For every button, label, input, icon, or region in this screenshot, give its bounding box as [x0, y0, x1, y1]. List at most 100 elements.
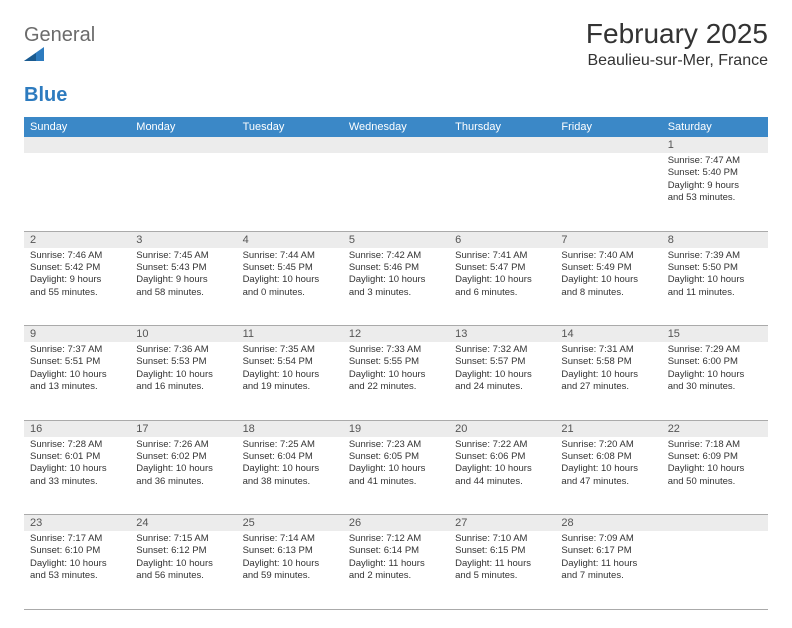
day-number: 13 [449, 326, 555, 343]
sunrise-text: Sunrise: 7:20 AM [561, 439, 655, 451]
day-number: 26 [343, 515, 449, 532]
sunset-text: Sunset: 6:08 PM [561, 451, 655, 463]
dl2-text: and 30 minutes. [668, 381, 762, 393]
day-number [237, 137, 343, 153]
dl1-text: Daylight: 10 hours [243, 558, 337, 570]
day-number [24, 137, 130, 153]
day-cell: Sunrise: 7:31 AMSunset: 5:58 PMDaylight:… [555, 342, 661, 420]
dl2-text: and 16 minutes. [136, 381, 230, 393]
triangle-icon [24, 47, 95, 61]
dl1-text: Daylight: 10 hours [349, 369, 443, 381]
sunrise-text: Sunrise: 7:26 AM [136, 439, 230, 451]
dl2-text: and 53 minutes. [668, 192, 762, 204]
sunset-text: Sunset: 6:04 PM [243, 451, 337, 463]
day-cell: Sunrise: 7:29 AMSunset: 6:00 PMDaylight:… [662, 342, 768, 420]
dl1-text: Daylight: 10 hours [561, 463, 655, 475]
dl2-text: and 22 minutes. [349, 381, 443, 393]
day-cell: Sunrise: 7:09 AMSunset: 6:17 PMDaylight:… [555, 531, 661, 609]
day-cell: Sunrise: 7:25 AMSunset: 6:04 PMDaylight:… [237, 437, 343, 515]
sunrise-text: Sunrise: 7:17 AM [30, 533, 124, 545]
dl2-text: and 38 minutes. [243, 476, 337, 488]
sunset-text: Sunset: 5:46 PM [349, 262, 443, 274]
dl2-text: and 2 minutes. [349, 570, 443, 582]
day-number-row: 2345678 [24, 231, 768, 248]
sunrise-text: Sunrise: 7:18 AM [668, 439, 762, 451]
sunrise-text: Sunrise: 7:15 AM [136, 533, 230, 545]
dl2-text: and 56 minutes. [136, 570, 230, 582]
day-number: 2 [24, 231, 130, 248]
day-cell: Sunrise: 7:17 AMSunset: 6:10 PMDaylight:… [24, 531, 130, 609]
dl1-text: Daylight: 10 hours [668, 463, 762, 475]
sunrise-text: Sunrise: 7:14 AM [243, 533, 337, 545]
dl2-text: and 13 minutes. [30, 381, 124, 393]
sunrise-text: Sunrise: 7:41 AM [455, 250, 549, 262]
day-cell: Sunrise: 7:22 AMSunset: 6:06 PMDaylight:… [449, 437, 555, 515]
day-cell: Sunrise: 7:32 AMSunset: 5:57 PMDaylight:… [449, 342, 555, 420]
dl2-text: and 44 minutes. [455, 476, 549, 488]
dl2-text: and 41 minutes. [349, 476, 443, 488]
day-number: 25 [237, 515, 343, 532]
sunset-text: Sunset: 6:14 PM [349, 545, 443, 557]
sunrise-text: Sunrise: 7:45 AM [136, 250, 230, 262]
sunrise-text: Sunrise: 7:33 AM [349, 344, 443, 356]
sunrise-text: Sunrise: 7:29 AM [668, 344, 762, 356]
dl1-text: Daylight: 10 hours [243, 463, 337, 475]
dl2-text: and 6 minutes. [455, 287, 549, 299]
sunset-text: Sunset: 6:15 PM [455, 545, 549, 557]
day-header: Monday [130, 117, 236, 137]
dl1-text: Daylight: 10 hours [455, 463, 549, 475]
sunrise-text: Sunrise: 7:36 AM [136, 344, 230, 356]
sunset-text: Sunset: 6:17 PM [561, 545, 655, 557]
day-cell: Sunrise: 7:41 AMSunset: 5:47 PMDaylight:… [449, 248, 555, 326]
sunrise-text: Sunrise: 7:39 AM [668, 250, 762, 262]
day-cell: Sunrise: 7:28 AMSunset: 6:01 PMDaylight:… [24, 437, 130, 515]
day-content-row: Sunrise: 7:17 AMSunset: 6:10 PMDaylight:… [24, 531, 768, 609]
sunset-text: Sunset: 5:40 PM [668, 167, 762, 179]
sunset-text: Sunset: 6:06 PM [455, 451, 549, 463]
dl2-text: and 47 minutes. [561, 476, 655, 488]
sunrise-text: Sunrise: 7:35 AM [243, 344, 337, 356]
dl2-text: and 55 minutes. [30, 287, 124, 299]
day-header: Friday [555, 117, 661, 137]
sunset-text: Sunset: 5:47 PM [455, 262, 549, 274]
logo-text-b: Blue [24, 84, 67, 106]
sunrise-text: Sunrise: 7:46 AM [30, 250, 124, 262]
day-header-row: SundayMondayTuesdayWednesdayThursdayFrid… [24, 117, 768, 137]
day-cell: Sunrise: 7:47 AMSunset: 5:40 PMDaylight:… [662, 153, 768, 231]
dl1-text: Daylight: 11 hours [561, 558, 655, 570]
dl2-text: and 3 minutes. [349, 287, 443, 299]
sunrise-text: Sunrise: 7:42 AM [349, 250, 443, 262]
day-cell: Sunrise: 7:44 AMSunset: 5:45 PMDaylight:… [237, 248, 343, 326]
calendar-page: GeneralBlue February 2025 Beaulieu-sur-M… [0, 0, 792, 628]
day-content-row: Sunrise: 7:37 AMSunset: 5:51 PMDaylight:… [24, 342, 768, 420]
day-cell: Sunrise: 7:40 AMSunset: 5:49 PMDaylight:… [555, 248, 661, 326]
day-header: Tuesday [237, 117, 343, 137]
sunset-text: Sunset: 6:13 PM [243, 545, 337, 557]
dl1-text: Daylight: 10 hours [136, 558, 230, 570]
day-content-row: Sunrise: 7:47 AMSunset: 5:40 PMDaylight:… [24, 153, 768, 231]
sunrise-text: Sunrise: 7:12 AM [349, 533, 443, 545]
sunset-text: Sunset: 6:00 PM [668, 356, 762, 368]
dl1-text: Daylight: 11 hours [349, 558, 443, 570]
calendar-table: SundayMondayTuesdayWednesdayThursdayFrid… [24, 117, 768, 610]
day-number: 16 [24, 420, 130, 437]
day-number [130, 137, 236, 153]
day-cell [555, 153, 661, 231]
dl1-text: Daylight: 9 hours [668, 180, 762, 192]
day-number: 11 [237, 326, 343, 343]
day-number-row: 232425262728 [24, 515, 768, 532]
sunset-text: Sunset: 5:54 PM [243, 356, 337, 368]
day-cell: Sunrise: 7:33 AMSunset: 5:55 PMDaylight:… [343, 342, 449, 420]
day-cell: Sunrise: 7:10 AMSunset: 6:15 PMDaylight:… [449, 531, 555, 609]
day-cell: Sunrise: 7:15 AMSunset: 6:12 PMDaylight:… [130, 531, 236, 609]
day-cell [237, 153, 343, 231]
sunset-text: Sunset: 6:02 PM [136, 451, 230, 463]
sunrise-text: Sunrise: 7:22 AM [455, 439, 549, 451]
sunrise-text: Sunrise: 7:47 AM [668, 155, 762, 167]
day-number: 12 [343, 326, 449, 343]
dl1-text: Daylight: 10 hours [668, 274, 762, 286]
dl1-text: Daylight: 10 hours [455, 369, 549, 381]
day-number: 28 [555, 515, 661, 532]
day-content-row: Sunrise: 7:28 AMSunset: 6:01 PMDaylight:… [24, 437, 768, 515]
dl2-text: and 53 minutes. [30, 570, 124, 582]
